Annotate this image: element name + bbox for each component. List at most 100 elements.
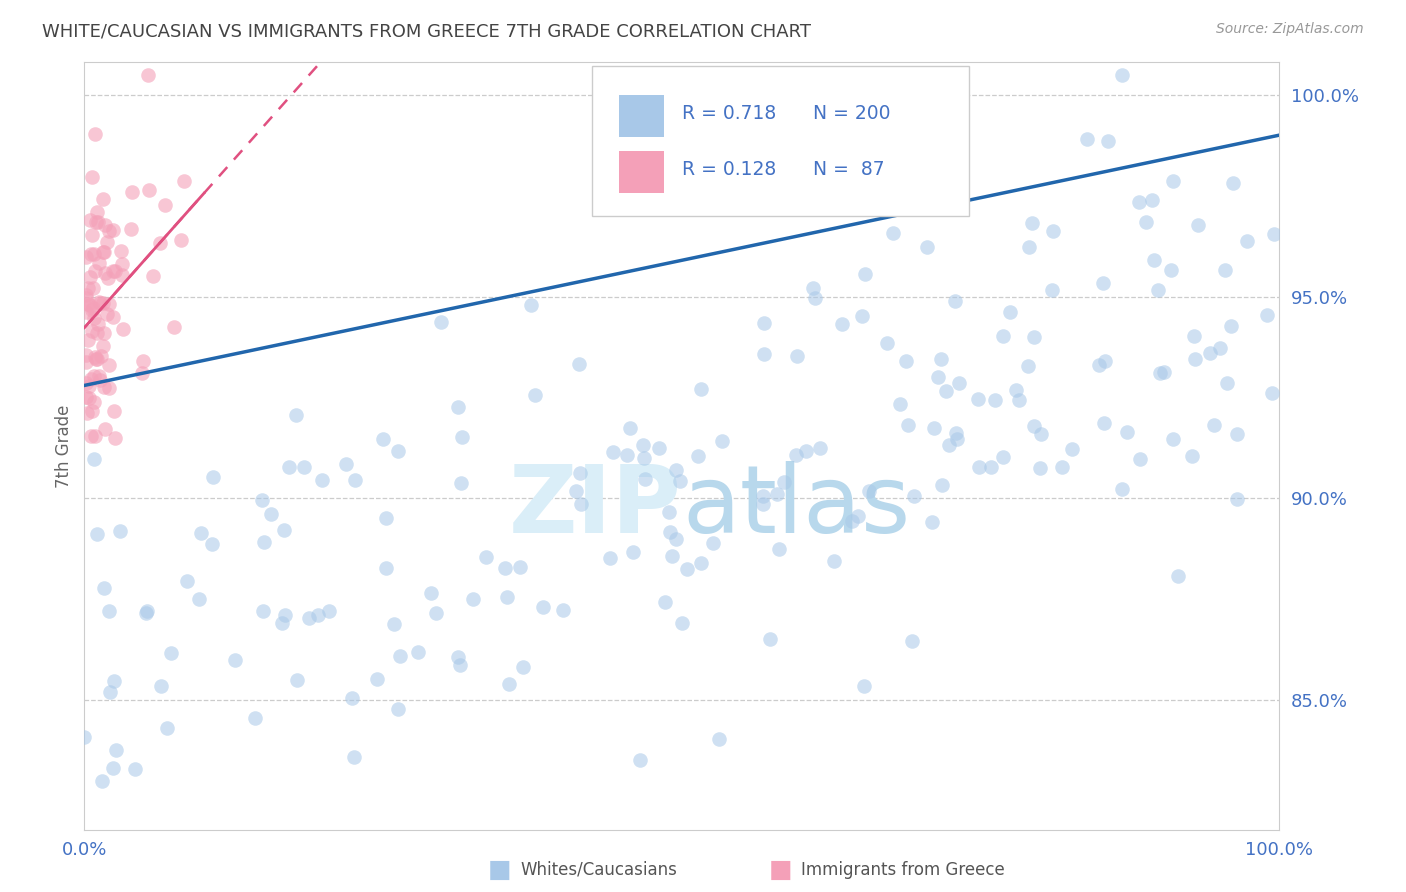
Text: Source: ZipAtlas.com: Source: ZipAtlas.com: [1216, 22, 1364, 37]
Point: [1092, 416, 1115, 430]
Point: [1115, 425, 1137, 439]
Point: [120, 222, 142, 236]
Point: [274, 607, 297, 622]
Point: [131, 366, 153, 380]
Point: [406, 645, 429, 659]
Point: [389, 649, 412, 664]
Text: Whites/Caucasians: Whites/Caucasians: [520, 861, 678, 879]
Point: [83, 429, 105, 443]
Point: [752, 489, 775, 503]
Point: [602, 445, 624, 459]
Text: Immigrants from Greece: Immigrants from Greece: [801, 861, 1005, 879]
Point: [658, 525, 681, 540]
Point: [759, 632, 782, 646]
Point: [628, 753, 651, 767]
Point: [277, 459, 299, 474]
Point: [929, 352, 952, 367]
Point: [298, 611, 321, 625]
Point: [420, 586, 443, 600]
Point: [846, 508, 869, 523]
Point: [80, 303, 103, 318]
Point: [1094, 353, 1116, 368]
Point: [967, 392, 990, 406]
Point: [94, 422, 117, 436]
Point: [75, 355, 97, 369]
Point: [142, 268, 165, 283]
Point: [808, 441, 831, 455]
Point: [91, 774, 114, 789]
Point: [75, 287, 97, 301]
Point: [1208, 341, 1230, 355]
Point: [447, 400, 470, 414]
Point: [1000, 305, 1022, 319]
Point: [83, 310, 105, 325]
Point: [876, 336, 898, 351]
Point: [83, 247, 105, 261]
Point: [273, 523, 295, 537]
Point: [260, 507, 283, 521]
Point: [375, 511, 398, 525]
Point: [768, 541, 790, 556]
Point: [675, 561, 697, 575]
Point: [1181, 449, 1204, 463]
Point: [463, 591, 485, 606]
Point: [1021, 216, 1043, 230]
Point: [889, 396, 911, 410]
Point: [98, 297, 121, 311]
Point: [903, 490, 925, 504]
Point: [1111, 482, 1133, 496]
Point: [136, 68, 159, 82]
Point: [75, 292, 97, 306]
Point: [83, 395, 105, 409]
Point: [124, 762, 146, 776]
Point: [984, 392, 1007, 407]
Point: [1087, 358, 1109, 372]
Point: [1256, 308, 1278, 322]
Point: [76, 406, 98, 420]
Point: [1215, 263, 1237, 277]
Point: [84, 351, 107, 366]
Point: [224, 653, 246, 667]
Point: [1097, 134, 1119, 148]
Point: [1167, 569, 1189, 583]
Point: [96, 235, 118, 250]
Point: [935, 384, 957, 398]
Point: [176, 574, 198, 588]
Point: [568, 357, 591, 371]
Point: [686, 450, 709, 464]
Point: [1198, 346, 1220, 360]
Point: [945, 425, 967, 440]
Point: [786, 349, 808, 363]
Point: [1261, 386, 1284, 401]
Point: [927, 370, 949, 384]
Point: [87, 256, 110, 270]
Point: [253, 535, 276, 549]
Point: [425, 606, 447, 620]
Point: [84, 215, 107, 229]
Point: [112, 322, 135, 336]
Point: [897, 417, 920, 432]
Point: [285, 673, 308, 687]
Point: [252, 604, 274, 618]
Point: [101, 310, 124, 324]
Point: [801, 281, 824, 295]
Point: [520, 297, 543, 311]
Text: R = 0.128: R = 0.128: [682, 161, 776, 179]
Point: [311, 473, 333, 487]
Point: [94, 218, 117, 232]
Point: [1236, 234, 1258, 248]
Point: [285, 409, 308, 423]
Point: [93, 326, 115, 340]
Point: [77, 297, 100, 311]
Point: [135, 607, 157, 621]
Point: [96, 307, 118, 321]
Point: [75, 250, 97, 264]
Point: [1128, 195, 1150, 210]
Point: [831, 317, 853, 331]
Point: [162, 320, 184, 334]
Point: [1029, 426, 1052, 441]
Point: [901, 634, 924, 648]
Point: [1182, 328, 1205, 343]
Bar: [619, 95, 664, 136]
Point: [77, 379, 100, 393]
